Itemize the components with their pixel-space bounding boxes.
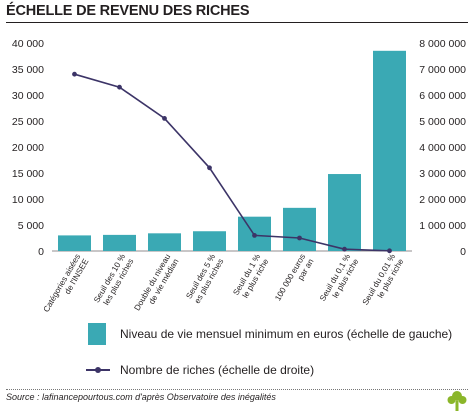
right-tick-label: 5 000 000 [419, 116, 466, 128]
category-label: 100 000 eurospar an [273, 252, 315, 307]
line-point [207, 165, 212, 171]
category-label: Seuil du 0,01 %le plus riche [361, 252, 406, 311]
right-tick-label: 1 000 000 [419, 220, 466, 232]
bar [103, 234, 136, 251]
line-point [252, 233, 257, 238]
bar [148, 233, 181, 251]
left-tick-label: 40 000 [12, 38, 44, 50]
left-tick-label: 20 000 [12, 142, 44, 154]
category-label: Seuil du 1 %le plus riche [231, 252, 270, 301]
legend-bar-label: Niveau de vie mensuel minimum en euros (… [120, 327, 453, 341]
line-point [117, 84, 122, 90]
right-tick-label: 3 000 000 [419, 168, 466, 180]
left-axis: 0 5 000 10 000 15 000 20 000 25 000 30 000 35 0… [12, 38, 44, 258]
right-tick-label: 0 [460, 246, 466, 258]
line-point [297, 235, 302, 241]
category-labels: Catégories aiséesde l'INSEE Seuil des 10 … [42, 252, 406, 318]
left-tick-label: 5 000 [18, 220, 44, 232]
chart-plot: 0 5 000 10 000 15 000 20 000 25 000 30 000 35 0… [12, 38, 466, 318]
bar-series [58, 50, 406, 251]
category-label: Seuil des 10 %les plus riches [92, 253, 135, 310]
bar [58, 235, 91, 251]
tree-logo-icon [447, 391, 467, 411]
left-tick-label: 35 000 [12, 64, 44, 76]
right-tick-label: 7 000 000 [419, 64, 466, 76]
line-point [72, 71, 77, 77]
line-point [387, 248, 392, 254]
left-tick-label: 0 [38, 246, 44, 258]
line-point [342, 246, 347, 252]
right-tick-label: 6 000 000 [419, 90, 466, 102]
legend-bar-swatch [88, 323, 106, 345]
source-note: Source : lafinancepourtous.com d'après O… [6, 392, 276, 402]
right-axis: 0 1 000 000 2 000 000 3 000 000 4 000 000 5 0… [419, 38, 466, 258]
series-line [74, 73, 390, 252]
left-tick-label: 10 000 [12, 194, 44, 206]
line-series [72, 71, 392, 254]
bar [328, 174, 361, 251]
bar [373, 50, 406, 251]
line-point [162, 116, 167, 121]
title-divider [6, 22, 468, 23]
category-label: Catégories aiséesde l'INSEE [42, 252, 91, 318]
right-tick-label: 2 000 000 [419, 194, 466, 206]
right-tick-label: 8 000 000 [419, 38, 466, 50]
chart-title: ÉCHELLE DE REVENU DES RICHES [6, 3, 250, 19]
right-tick-label: 4 000 000 [419, 142, 466, 154]
category-label: Seuil des 5 %es plus riches [184, 253, 225, 306]
left-tick-label: 30 000 [12, 90, 44, 102]
left-tick-label: 25 000 [12, 116, 44, 128]
legend-line-label: Nombre de riches (échelle de droite) [120, 363, 315, 377]
left-tick-label: 15 000 [12, 168, 44, 180]
category-label: Seuil du 0,1 %le plus riche [318, 252, 361, 307]
category-label: Double du niveaude vie médian [133, 252, 181, 317]
bar [193, 231, 226, 251]
bar [283, 207, 316, 251]
source-divider [6, 389, 468, 390]
legend-line-marker [95, 367, 101, 373]
